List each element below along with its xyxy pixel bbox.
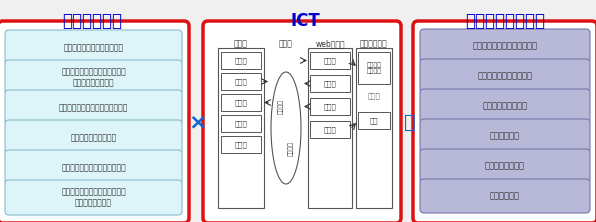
Bar — [310, 75, 350, 92]
Text: 情報検索、ビッグデータ解析、
認証、決済、課金: 情報検索、ビッグデータ解析、 認証、決済、課金 — [61, 188, 126, 207]
Text: ＝: ＝ — [404, 113, 416, 131]
FancyBboxPatch shape — [0, 21, 189, 222]
Text: 販売管理、ポイントサービス: 販売管理、ポイントサービス — [63, 43, 123, 52]
Text: ・・・: ・・・ — [368, 93, 380, 99]
Ellipse shape — [271, 72, 301, 184]
Text: 電子商取引システム: 電子商取引システム — [483, 101, 527, 111]
Bar — [358, 112, 390, 129]
FancyBboxPatch shape — [5, 30, 182, 65]
Text: 算出部: 算出部 — [235, 120, 247, 127]
Text: ビジネス方法: ビジネス方法 — [62, 12, 122, 30]
FancyBboxPatch shape — [420, 119, 590, 153]
FancyBboxPatch shape — [5, 120, 182, 155]
Text: 基盤システム: 基盤システム — [490, 192, 520, 200]
Text: 販売、サービス支援システム: 販売、サービス支援システム — [473, 42, 538, 50]
Text: 銀行、保险、証券業務: 銀行、保险、証券業務 — [70, 133, 117, 142]
Bar — [221, 52, 261, 69]
Text: 履歴: 履歴 — [370, 117, 378, 124]
Text: 通信網: 通信網 — [279, 39, 293, 48]
Bar — [358, 52, 390, 84]
Text: 社内業務システム: 社内業務システム — [485, 161, 525, 170]
Bar — [356, 48, 392, 208]
FancyBboxPatch shape — [420, 179, 590, 213]
Text: 送信部: 送信部 — [324, 103, 336, 110]
Text: ×: × — [189, 112, 207, 132]
Bar — [310, 121, 350, 138]
Text: 注文、仲介、広告、顧客情報管理: 注文、仲介、広告、顧客情報管理 — [59, 103, 128, 112]
Text: 管理部: 管理部 — [324, 126, 336, 133]
Text: 撃像部: 撃像部 — [235, 57, 247, 64]
FancyBboxPatch shape — [420, 89, 590, 123]
Text: 提供情報: 提供情報 — [288, 141, 294, 155]
Bar — [221, 94, 261, 111]
FancyBboxPatch shape — [5, 150, 182, 185]
Text: 金融システム: 金融システム — [490, 131, 520, 141]
Text: 送信部: 送信部 — [235, 78, 247, 85]
Text: 企業会計、給与管理、人事管理: 企業会計、給与管理、人事管理 — [61, 163, 126, 172]
Text: 確認部: 確認部 — [324, 80, 336, 87]
FancyBboxPatch shape — [5, 180, 182, 215]
FancyBboxPatch shape — [420, 29, 590, 63]
FancyBboxPatch shape — [420, 149, 590, 183]
Text: 受信部: 受信部 — [324, 57, 336, 64]
FancyBboxPatch shape — [5, 90, 182, 125]
Text: データベース: データベース — [360, 39, 388, 48]
Bar — [310, 52, 350, 69]
FancyBboxPatch shape — [413, 21, 596, 222]
Bar — [310, 98, 350, 115]
Text: 表示部: 表示部 — [235, 141, 247, 148]
Bar — [221, 115, 261, 132]
Bar — [221, 136, 261, 153]
Text: 識別情報
提供情報: 識別情報 提供情報 — [367, 62, 381, 74]
Text: 受信部: 受信部 — [235, 99, 247, 106]
FancyBboxPatch shape — [203, 21, 401, 222]
FancyBboxPatch shape — [420, 59, 590, 93]
Bar — [218, 48, 264, 208]
Text: ICT: ICT — [290, 12, 320, 30]
Text: webサーバ: webサーバ — [315, 39, 345, 48]
Text: 識別番号: 識別番号 — [278, 99, 284, 113]
FancyBboxPatch shape — [5, 60, 182, 95]
Text: ビジネス関連発明: ビジネス関連発明 — [465, 12, 545, 30]
Text: スマホ: スマホ — [234, 39, 248, 48]
Bar — [221, 73, 261, 90]
Text: 統合的生産管理システム: 統合的生産管理システム — [477, 71, 532, 81]
Bar — [308, 48, 352, 208]
Text: 物流、生産管理、流通、配送、
工程管理、在庫管理: 物流、生産管理、流通、配送、 工程管理、在庫管理 — [61, 68, 126, 87]
